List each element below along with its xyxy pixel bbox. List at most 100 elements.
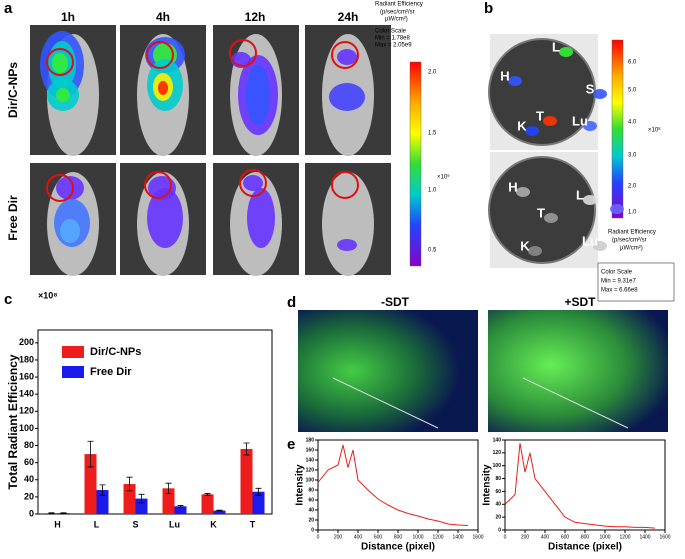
- x-tick-label: 1000: [412, 534, 423, 540]
- y-tick-label: 0: [311, 527, 314, 533]
- error-bar: [48, 512, 55, 514]
- bar: [135, 498, 148, 514]
- time-label: 24h: [338, 10, 359, 24]
- organ: [528, 246, 542, 256]
- signal: [60, 219, 80, 243]
- plot-frame: [317, 439, 479, 531]
- x-tick-label: 1400: [639, 534, 650, 540]
- legend-swatch: [62, 346, 84, 358]
- x-tick-label: 800: [394, 534, 403, 540]
- colorbar-scale: Color Scale: [601, 270, 633, 276]
- plot-frame: [37, 329, 273, 515]
- colorbar-max: Max = 6.66e8: [601, 288, 638, 294]
- x-tick-label: 1600: [659, 534, 670, 540]
- profile-line: [332, 377, 439, 429]
- y-tick-label: 120: [493, 450, 502, 456]
- organ-label: L: [552, 39, 560, 54]
- error-bar: [177, 505, 184, 508]
- colorbar-tick: 1.0: [628, 210, 637, 216]
- y-tick-label: 140: [306, 457, 315, 463]
- bar: [213, 510, 226, 514]
- y-tick-label: 200: [19, 337, 34, 347]
- colorbar-min: Min = 9.31e7: [601, 279, 637, 285]
- organ: [610, 204, 624, 214]
- panel-label: c: [4, 291, 12, 308]
- x-tick-label: 600: [374, 534, 383, 540]
- x-tick-label: 1200: [432, 534, 443, 540]
- roi-circle: [331, 171, 359, 199]
- y-tick-label: 60: [495, 489, 501, 495]
- colorbar-unit: (p/sec/cm²/sr: [612, 238, 647, 244]
- x-tick-label: 200: [334, 534, 343, 540]
- roi-circle: [331, 41, 359, 69]
- bar: [174, 506, 187, 514]
- error-bar: [138, 493, 145, 504]
- x-axis-label: Distance (pixel): [361, 542, 435, 553]
- row-label: Free Dir: [6, 195, 20, 241]
- panel-label: e: [287, 436, 295, 453]
- organ-label: L: [576, 187, 584, 202]
- bar: [162, 488, 175, 514]
- error-bar: [204, 493, 211, 496]
- error-bar: [165, 482, 172, 494]
- x-tick-label: L: [94, 519, 100, 529]
- y-tick-label: 120: [306, 467, 315, 473]
- signal: [56, 88, 70, 102]
- x-tick-label: H: [54, 519, 61, 529]
- colorbar-tick: 2.0: [428, 70, 437, 76]
- y-tick-label: 60: [24, 457, 34, 467]
- x-tick-label: 1000: [599, 534, 610, 540]
- y-tick-label: 160: [19, 371, 34, 381]
- error-bar: [255, 487, 262, 496]
- scale-box: [597, 262, 675, 302]
- signal: [337, 239, 357, 251]
- panel-label: b: [484, 0, 493, 17]
- signal: [52, 53, 68, 73]
- drawing-layer: [30, 25, 668, 432]
- y-tick-label: 0: [498, 527, 501, 533]
- legend-label: Free Dir: [90, 366, 132, 378]
- roi-circle: [229, 39, 257, 67]
- bar: [252, 491, 265, 514]
- intensity-line: [504, 443, 656, 529]
- organ-label: T: [536, 108, 544, 123]
- organ-label: Lu: [582, 233, 598, 248]
- error-bar: [87, 440, 94, 468]
- y-tick-label: 40: [308, 507, 314, 513]
- y-tick-label: 20: [495, 514, 501, 520]
- colorbar-max: Max = 2.05e9: [375, 43, 412, 49]
- y-axis-label: Intensity: [482, 464, 493, 506]
- error-bar: [60, 512, 67, 514]
- organ-label: Lu: [572, 113, 588, 128]
- image-title: -SDT: [381, 295, 410, 309]
- organ: [593, 241, 607, 251]
- organ-label: S: [586, 81, 595, 96]
- bar: [201, 494, 214, 514]
- colorbar-title: Radiant Efficiency: [608, 230, 656, 236]
- signal: [56, 176, 84, 200]
- profile-line: [522, 377, 629, 429]
- x-tick-label: S: [132, 519, 138, 529]
- plot-frame: [504, 439, 666, 531]
- organ: [544, 213, 558, 223]
- colorbar-unit: µW/cm²): [385, 17, 408, 23]
- colorbar-exponent: ×10⁹: [437, 174, 450, 181]
- axis-exponent: ×10⁸: [38, 290, 58, 300]
- y-tick-label: 140: [19, 389, 34, 399]
- roi-circle: [144, 171, 172, 199]
- y-tick-label: 160: [306, 447, 315, 453]
- error-bar: [126, 476, 133, 492]
- organ: [583, 121, 597, 131]
- organ: [559, 47, 573, 57]
- colorbar: [409, 61, 422, 267]
- colorbar-min: Min = 1.78e8: [375, 36, 411, 42]
- y-tick-label: 100: [19, 423, 34, 433]
- bar: [96, 490, 109, 514]
- fluorescence-image: [298, 310, 478, 432]
- y-axis-label: Total Radiant Efficiency: [6, 354, 20, 489]
- organ: [543, 116, 557, 126]
- y-tick-label: 180: [306, 437, 315, 443]
- y-tick-label: 80: [24, 440, 34, 450]
- colorbar-tick: 4.0: [628, 120, 637, 126]
